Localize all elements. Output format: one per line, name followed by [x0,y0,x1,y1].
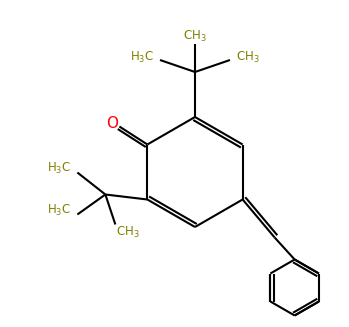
Text: O: O [106,116,118,131]
Text: CH$_3$: CH$_3$ [183,28,207,43]
Text: H$_3$C: H$_3$C [47,203,72,218]
Text: H$_3$C: H$_3$C [130,49,154,64]
Text: CH$_3$: CH$_3$ [116,225,139,240]
Text: H$_3$C: H$_3$C [47,161,72,176]
Text: CH$_3$: CH$_3$ [236,49,260,64]
